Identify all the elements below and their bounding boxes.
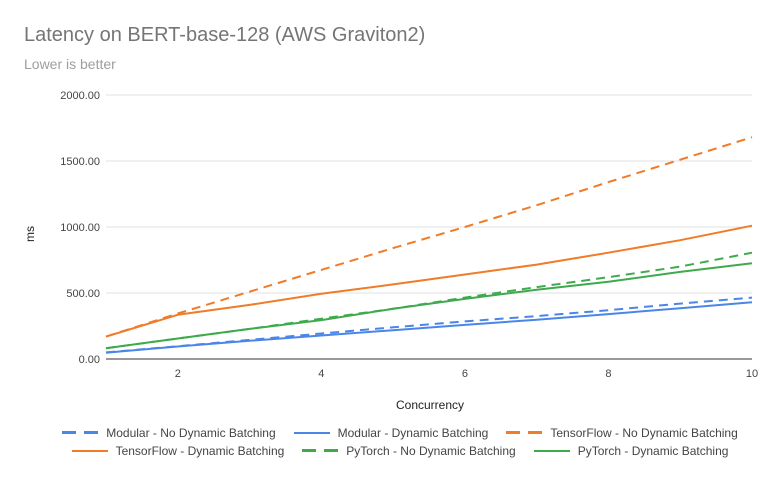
x-axis-label: Concurrency <box>396 398 464 412</box>
legend-label: Modular - No Dynamic Batching <box>106 426 276 440</box>
legend-item: TensorFlow - No Dynamic Batching <box>506 426 738 440</box>
line-chart: 0.00 500.00 1000.00 1500.00 2000.00 2 4 6 8 10 m… <box>23 90 758 412</box>
legend-swatch <box>506 431 543 434</box>
legend-item: Modular - No Dynamic Batching <box>62 426 276 440</box>
legend: Modular - No Dynamic Batching Modular - D… <box>40 424 760 460</box>
legend-swatch <box>71 450 108 452</box>
chart-subtitle: Lower is better <box>24 56 116 72</box>
legend-label: Modular - Dynamic Batching <box>337 426 489 440</box>
y-tick-label: 2000.00 <box>60 90 100 102</box>
y-tick-label: 500.00 <box>66 288 100 300</box>
series-line <box>105 296 753 354</box>
y-axis-label: ms <box>23 226 37 242</box>
legend-item: Modular - Dynamic Batching <box>293 426 489 440</box>
series-line <box>105 224 753 338</box>
legend-label: TensorFlow - Dynamic Batching <box>115 444 285 458</box>
x-tick-label: 8 <box>605 368 611 380</box>
legend-item: PyTorch - No Dynamic Batching <box>302 444 516 458</box>
y-tick-label: 1500.00 <box>60 156 100 168</box>
legend-item: PyTorch - Dynamic Batching <box>533 444 729 458</box>
legend-label: PyTorch - Dynamic Batching <box>577 444 729 458</box>
chart-title: Latency on BERT-base-128 (AWS Graviton2) <box>24 24 426 46</box>
series-line <box>105 251 753 350</box>
legend-swatch <box>302 449 339 452</box>
gridlines <box>106 94 752 360</box>
legend-row: Modular - No Dynamic Batching Modular - D… <box>40 424 760 442</box>
x-tick-label: 6 <box>462 368 468 380</box>
series-line <box>105 136 753 338</box>
legend-swatch <box>533 450 570 452</box>
series-line <box>105 301 753 354</box>
y-tick-label: 0.00 <box>79 354 100 366</box>
legend-row: TensorFlow - Dynamic Batching PyTorch - N… <box>40 442 760 460</box>
legend-item: TensorFlow - Dynamic Batching <box>71 444 285 458</box>
legend-label: TensorFlow - No Dynamic Batching <box>550 426 738 440</box>
y-tick-label: 1000.00 <box>60 222 100 234</box>
x-tick-label: 2 <box>175 368 181 380</box>
legend-label: PyTorch - No Dynamic Batching <box>346 444 516 458</box>
series-lines <box>105 136 753 354</box>
legend-swatch <box>293 432 330 434</box>
y-tick-labels: 0.00 500.00 1000.00 1500.00 2000.00 <box>60 90 100 366</box>
x-tick-label: 10 <box>746 368 758 380</box>
legend-swatch <box>62 431 99 434</box>
x-tick-label: 4 <box>318 368 324 380</box>
x-tick-labels: 2 4 6 8 10 <box>175 368 758 380</box>
